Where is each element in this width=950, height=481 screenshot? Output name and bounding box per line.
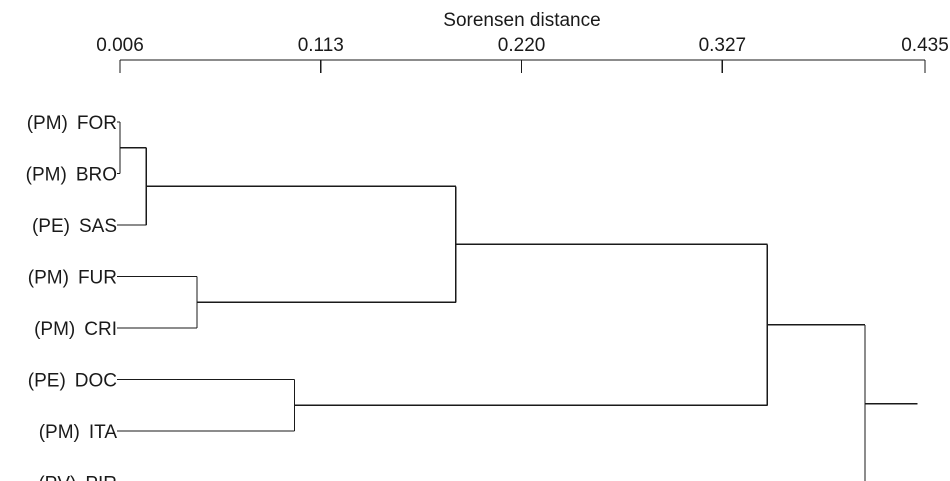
leaf-label-ita: (PM) ITA <box>39 422 118 443</box>
leaf-group: (PM) <box>27 113 68 134</box>
leaf-group: (PM) <box>34 319 75 340</box>
tick-label-1: 0.113 <box>298 35 344 56</box>
axis-title: Sorensen distance <box>443 10 600 31</box>
leaf-group: (PM) <box>39 422 80 443</box>
tick-label-3: 0.327 <box>699 35 747 56</box>
leaf-code: ITA <box>89 422 117 443</box>
leaf-code: FOR <box>77 113 117 134</box>
leaf-label-fur: (PM) FUR <box>28 268 117 289</box>
leaf-code: BRO <box>76 165 117 186</box>
leaf-code: PIR <box>85 474 117 481</box>
leaf-code: SAS <box>79 216 117 237</box>
branches <box>117 121 918 481</box>
leaf-group: (PM) <box>26 165 67 186</box>
axis-ticks: 0.006 0.113 0.220 0.327 0.435 <box>96 35 949 73</box>
leaf-labels: (PM) FOR (PM) BRO (PE) SAS (PM) FUR (PM) CRI (PE) D… <box>26 113 118 481</box>
leaf-group: (PV) <box>38 474 76 481</box>
leaf-label-sas: (PE) SAS <box>32 216 117 237</box>
leaf-code: CRI <box>84 319 117 340</box>
leaf-label-for: (PM) FOR <box>27 113 117 134</box>
leaf-label-pir: (PV) PIR <box>38 474 117 481</box>
leaf-label-doc: (PE) DOC <box>28 371 117 392</box>
leaf-group: (PE) <box>28 371 66 392</box>
leaf-code: FUR <box>78 268 117 289</box>
tick-label-2: 0.220 <box>498 35 546 56</box>
tick-label-4: 0.435 <box>901 35 949 56</box>
leaf-group: (PE) <box>32 216 70 237</box>
leaf-code: DOC <box>75 371 117 392</box>
leaf-label-cri: (PM) CRI <box>34 319 117 340</box>
leaf-group: (PM) <box>28 268 69 289</box>
tick-label-0: 0.006 <box>96 35 144 56</box>
leaf-label-bro: (PM) BRO <box>26 165 117 186</box>
